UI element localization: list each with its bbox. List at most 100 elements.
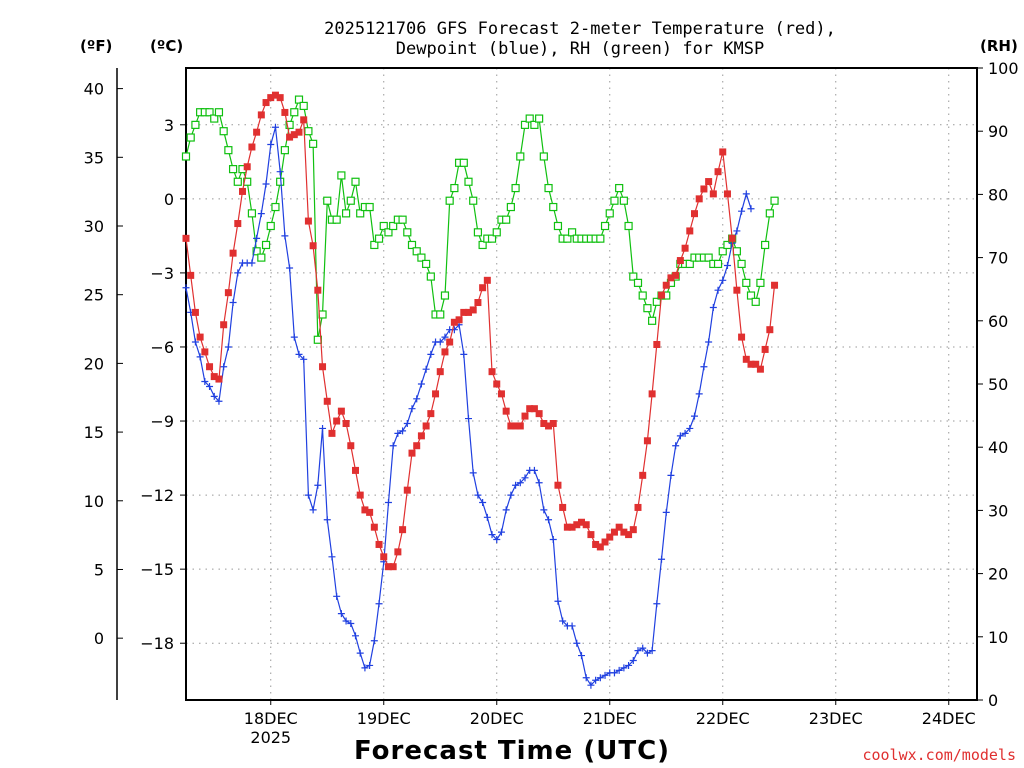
temperature-point bbox=[488, 368, 496, 376]
rh-point bbox=[332, 215, 341, 224]
dewpoint-point bbox=[196, 353, 204, 361]
temperature-point bbox=[248, 143, 256, 151]
dewpoint-point bbox=[408, 405, 416, 413]
dewpoint-point bbox=[540, 506, 548, 514]
dewpoint-point bbox=[262, 180, 270, 188]
fahrenheit-unit-label: (ºF) bbox=[80, 37, 112, 55]
rh-point bbox=[323, 196, 332, 205]
temperature-point bbox=[413, 442, 421, 450]
rh-point bbox=[535, 114, 544, 123]
dewpoint-point bbox=[568, 622, 576, 630]
temperature-point bbox=[182, 234, 190, 242]
rh-point bbox=[224, 146, 233, 155]
dewpoint-point bbox=[545, 516, 553, 524]
temperature-point bbox=[408, 449, 416, 457]
temperature-point bbox=[361, 506, 369, 514]
rh-point bbox=[266, 221, 275, 231]
dewpoint-point bbox=[686, 424, 694, 432]
temperature-point bbox=[582, 521, 590, 529]
dewpoint-point bbox=[182, 284, 190, 292]
dewpoint-point bbox=[342, 617, 350, 625]
dewpoint-point bbox=[375, 600, 383, 608]
temperature-point bbox=[639, 471, 647, 479]
rh-point bbox=[567, 228, 577, 237]
rh-point bbox=[685, 259, 694, 269]
rh-point bbox=[464, 177, 473, 186]
temperature-point bbox=[545, 422, 553, 430]
rh-point bbox=[261, 240, 271, 250]
temperature-point bbox=[455, 316, 463, 324]
temperature-point bbox=[290, 131, 298, 139]
dewpoint-point bbox=[502, 506, 510, 514]
fahrenheit-tick-label: 0 bbox=[94, 629, 104, 648]
dewpoint-point bbox=[394, 429, 402, 437]
rh-point bbox=[271, 202, 280, 212]
dewpoint-point bbox=[417, 380, 425, 388]
temperature-point bbox=[224, 289, 232, 297]
rh-point bbox=[403, 228, 412, 237]
dewpoint-point bbox=[530, 466, 538, 474]
temperature-point bbox=[366, 508, 374, 516]
rh-point bbox=[596, 234, 605, 243]
dewpoint-point bbox=[465, 415, 472, 423]
temperature-point bbox=[691, 210, 698, 218]
temperature-point bbox=[596, 543, 604, 551]
rh-point bbox=[723, 240, 732, 250]
x-axis-label: Forecast Time (UTC) bbox=[354, 736, 670, 766]
rh-series bbox=[181, 95, 779, 344]
dewpoint-point bbox=[653, 600, 661, 608]
temperature-point bbox=[714, 168, 722, 176]
temperature-point bbox=[460, 308, 468, 316]
temperature-point bbox=[394, 548, 402, 556]
dewpoint-point bbox=[384, 499, 392, 506]
dewpoint-point bbox=[714, 286, 722, 294]
dewpoint-series bbox=[182, 123, 755, 689]
dewpoint-point bbox=[620, 664, 628, 672]
rh-point bbox=[243, 177, 252, 186]
rh-point bbox=[412, 247, 421, 256]
rh-point bbox=[370, 240, 379, 250]
rh-tick-label: 0 bbox=[988, 691, 998, 710]
rh-point bbox=[351, 177, 360, 186]
temperature-point bbox=[206, 363, 214, 371]
celsius-tick-label: −6 bbox=[150, 338, 174, 357]
dewpoint-point bbox=[290, 333, 298, 341]
temperature-point bbox=[573, 521, 581, 529]
temperature-point bbox=[239, 187, 246, 195]
rh-point bbox=[440, 291, 450, 300]
dewpoint-point bbox=[610, 669, 618, 677]
dewpoint-point bbox=[742, 190, 750, 198]
credit-label: coolwx.com/models bbox=[862, 746, 1016, 764]
temperature-point bbox=[210, 373, 218, 381]
dewpoint-point bbox=[253, 234, 261, 242]
rh-point bbox=[761, 240, 770, 250]
dewpoint-point bbox=[592, 676, 600, 684]
rh-point bbox=[318, 310, 327, 319]
rh-point bbox=[228, 165, 238, 174]
dewpoint-point bbox=[658, 555, 666, 563]
dewpoint-point bbox=[257, 210, 265, 218]
celsius-unit-label: (ºC) bbox=[150, 37, 183, 55]
rh-point bbox=[280, 146, 289, 155]
rh-point bbox=[718, 247, 727, 256]
rh-tick-label: 20 bbox=[988, 565, 1008, 584]
dewpoint-point bbox=[615, 666, 623, 674]
rh-point bbox=[713, 259, 723, 269]
rh-point bbox=[365, 202, 374, 212]
temperature-point bbox=[295, 128, 303, 136]
temperature-point bbox=[474, 299, 482, 307]
temperature-point bbox=[446, 338, 454, 346]
temperature-point bbox=[300, 116, 308, 124]
rh-point bbox=[374, 234, 384, 243]
temperature-point bbox=[766, 326, 774, 334]
temperature-point bbox=[658, 291, 666, 299]
celsius-tick-label: 0 bbox=[164, 190, 174, 209]
temperature-point bbox=[728, 234, 736, 242]
temperature-point bbox=[771, 281, 779, 289]
temperature-point bbox=[220, 321, 228, 329]
temperature-point bbox=[441, 348, 449, 356]
rh-point bbox=[492, 228, 501, 237]
temperature-point bbox=[380, 553, 388, 561]
